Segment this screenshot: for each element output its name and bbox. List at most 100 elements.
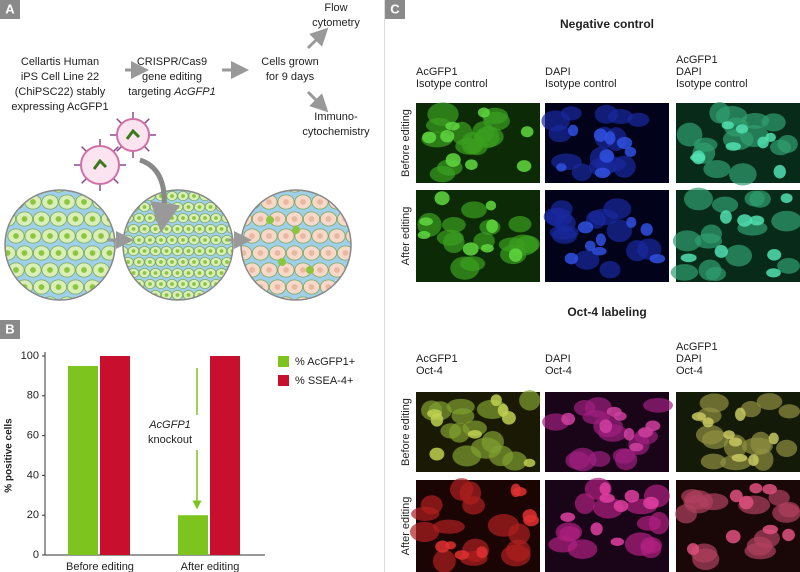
nucleus	[159, 238, 163, 242]
nucleus	[241, 284, 247, 290]
y-tick-label: 20	[27, 509, 39, 521]
nucleus-glow	[599, 493, 615, 503]
nucleus	[317, 267, 323, 273]
nucleus	[197, 249, 202, 253]
panel-label-box	[0, 0, 20, 19]
nucleus-glow	[599, 482, 611, 496]
cell	[171, 190, 184, 191]
nucleus	[81, 199, 87, 205]
cell	[221, 190, 233, 202]
nucleus	[192, 260, 196, 264]
nucleus-glow	[435, 540, 450, 553]
nucleus-glow	[782, 528, 795, 542]
nucleus-glow	[691, 150, 706, 165]
nucleus	[170, 216, 174, 220]
legend-label: % AcGFP1+	[295, 356, 355, 368]
nucleus-glow	[516, 160, 532, 172]
cell-glow	[676, 122, 703, 147]
nucleus	[47, 199, 53, 205]
panel-label-box	[385, 0, 405, 19]
nucleus	[292, 182, 298, 188]
virus	[80, 145, 120, 185]
channel-label: Isotype control	[545, 78, 617, 90]
nucleus	[266, 267, 272, 273]
nucleus-glow	[626, 216, 637, 228]
cell	[241, 211, 253, 227]
cell	[15, 190, 34, 193]
x-tick-label: Before editing	[66, 561, 134, 572]
nucleus	[203, 260, 207, 264]
nucleus-glow	[523, 458, 536, 468]
nucleus	[219, 293, 224, 297]
cell	[243, 296, 261, 300]
nucleus	[13, 301, 19, 307]
bar	[68, 365, 98, 555]
channel-label: Oct-4	[416, 365, 443, 377]
cell-glow	[761, 113, 786, 132]
nucleus	[170, 260, 174, 264]
nucleus	[170, 238, 174, 242]
nucleus	[142, 227, 147, 231]
channel-label: Isotype control	[676, 78, 748, 90]
cell	[5, 279, 17, 295]
nucleus	[148, 260, 152, 264]
nucleus	[360, 182, 366, 188]
step-text-part: Cells grown	[261, 56, 318, 68]
nucleus-glow	[480, 243, 494, 253]
nucleus	[300, 199, 306, 205]
channel-label: DAPI	[545, 66, 571, 78]
step-text-part: CRISPR/Cas9	[137, 56, 207, 68]
y-tick-label: 40	[27, 469, 39, 481]
nucleus	[334, 233, 340, 239]
nucleus	[56, 182, 62, 188]
cell-glow	[648, 511, 670, 535]
nucleus	[137, 238, 141, 242]
cell	[336, 279, 351, 295]
cell-glow	[683, 490, 713, 514]
bar	[178, 515, 208, 555]
nucleus-glow	[629, 442, 644, 452]
step-text: for 9 days	[266, 71, 315, 83]
cell	[232, 256, 233, 268]
cell-glow	[725, 244, 753, 267]
nucleus	[208, 293, 213, 297]
cell-glow	[559, 526, 581, 541]
cell-glow	[519, 390, 541, 411]
cell	[302, 190, 321, 193]
nucleus	[115, 301, 121, 307]
nucleus	[360, 284, 366, 290]
nucleus-glow	[645, 420, 661, 432]
channel-label: AcGFP1	[676, 54, 718, 66]
cell	[345, 296, 351, 300]
nucleus-glow	[691, 412, 706, 421]
nucleus	[219, 227, 224, 231]
cell	[294, 296, 312, 300]
cell	[226, 201, 233, 213]
nucleus-glow	[739, 495, 754, 510]
nucleus-glow	[735, 124, 749, 134]
nucleus	[153, 227, 158, 231]
nucleus	[325, 216, 332, 222]
cell-glow	[776, 439, 798, 457]
nucleus	[126, 238, 130, 242]
nucleus	[55, 284, 62, 290]
virus-spike	[81, 177, 88, 184]
nucleus-glow	[434, 191, 450, 206]
nucleus	[334, 267, 340, 273]
nucleus	[291, 216, 298, 222]
nucleus	[308, 284, 315, 290]
virus-spike	[112, 146, 119, 153]
cell	[49, 190, 68, 193]
cell-glow	[626, 240, 649, 262]
nucleus	[73, 182, 79, 188]
nucleus-glow	[422, 131, 437, 144]
nucleus-glow	[430, 413, 444, 427]
nucleus	[230, 205, 233, 209]
virus-payload	[92, 158, 108, 170]
nucleus-glow	[765, 132, 776, 143]
nucleus-glow	[649, 254, 666, 264]
nucleus	[153, 205, 158, 209]
nucleus	[186, 205, 191, 209]
cell-glow	[474, 126, 504, 147]
nucleus	[186, 271, 191, 275]
